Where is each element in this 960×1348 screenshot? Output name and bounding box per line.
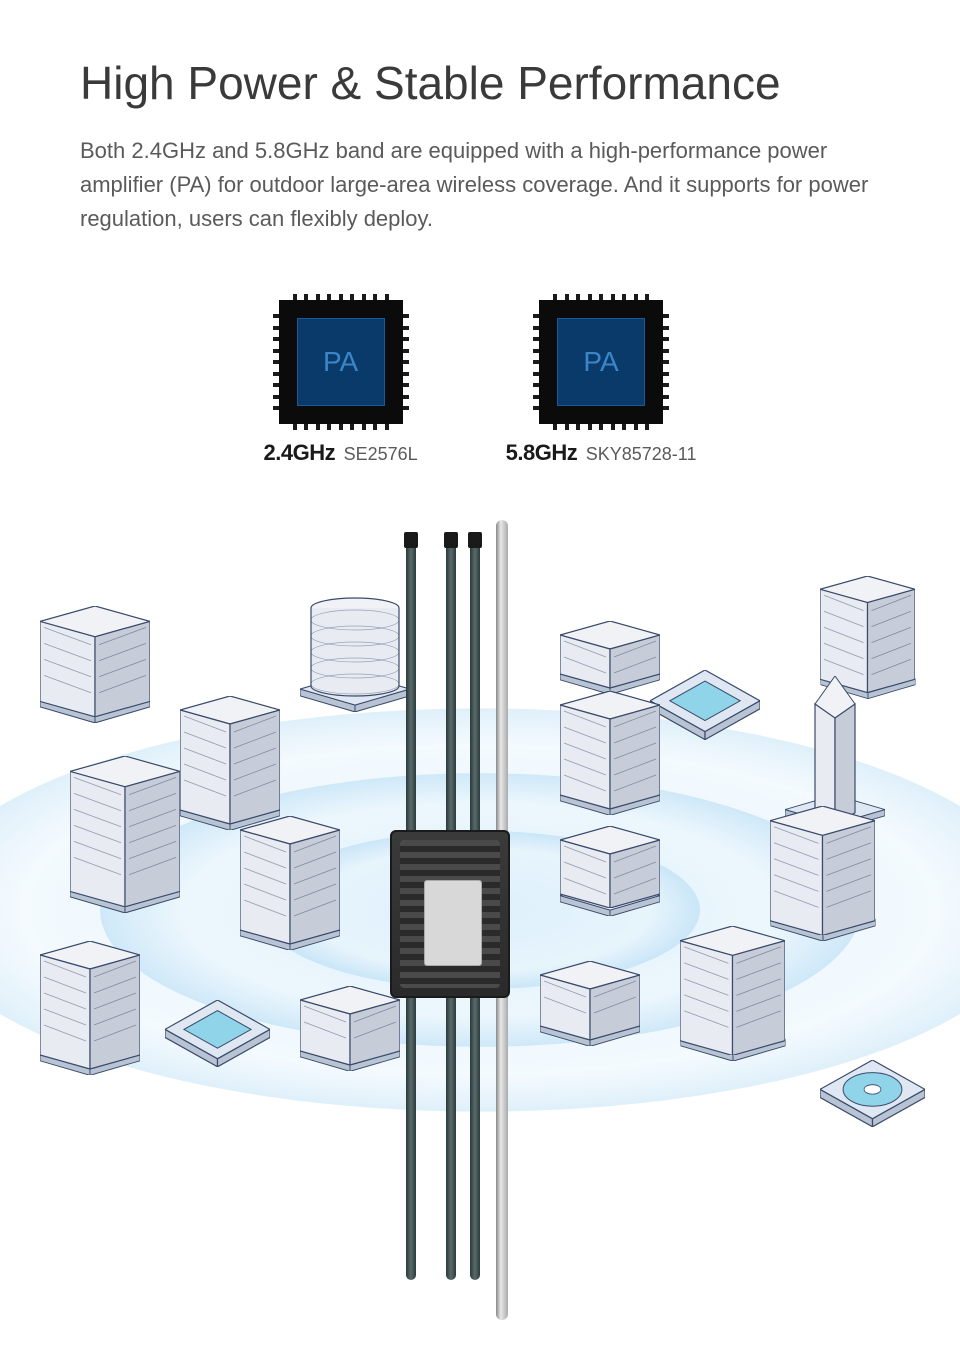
pa-chip-icon: PA xyxy=(539,300,663,424)
building-icon xyxy=(680,1020,785,1055)
chip-caption: 2.4GHz SE2576L xyxy=(264,440,418,466)
page-title: High Power & Stable Performance xyxy=(0,0,960,110)
building-icon xyxy=(560,680,660,688)
coverage-illustration xyxy=(0,560,960,1320)
chips-row: PA 2.4GHz SE2576L PA 5.8GHz SKY85728-11 xyxy=(0,300,960,466)
chip-model: SKY85728-11 xyxy=(586,444,697,464)
building-icon xyxy=(40,1035,140,1069)
access-point-device-icon xyxy=(390,830,510,998)
chip-caption: 5.8GHz SKY85728-11 xyxy=(506,440,697,466)
chip-band: 5.8GHz xyxy=(506,440,578,465)
building-icon xyxy=(560,775,660,809)
antenna-cap-icon xyxy=(404,532,418,548)
description-text: Both 2.4GHz and 5.8GHz band are equipped… xyxy=(0,110,960,236)
pa-chip-icon: PA xyxy=(279,300,403,424)
antenna-cap-icon xyxy=(444,532,458,548)
building-icon xyxy=(165,1000,270,1067)
antenna-cap-icon xyxy=(468,532,482,548)
chip-block-58ghz: PA 5.8GHz SKY85728-11 xyxy=(506,300,697,466)
building-icon xyxy=(300,680,410,706)
building-icon xyxy=(40,680,150,717)
building-icon xyxy=(770,900,875,935)
chip-block-24ghz: PA 2.4GHz SE2576L xyxy=(264,300,418,466)
chip-label: PA xyxy=(323,346,358,378)
building-icon xyxy=(70,870,180,907)
chip-band: 2.4GHz xyxy=(264,440,336,465)
chip-label: PA xyxy=(583,346,618,378)
building-icon xyxy=(820,1060,925,1127)
building-icon xyxy=(650,670,760,740)
building-icon xyxy=(240,910,340,944)
chip-model: SE2576L xyxy=(344,444,418,464)
